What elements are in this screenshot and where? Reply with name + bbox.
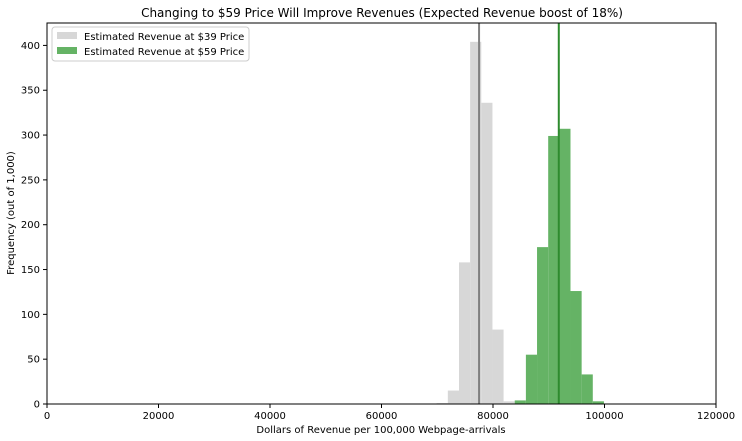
y-tick-label-6: 300 — [21, 131, 40, 142]
histogram-bar-series-1-bin-0 — [514, 400, 526, 404]
histogram-bar-series-0-bin-3 — [470, 41, 482, 404]
y-tick-label-0: 0 — [34, 400, 40, 411]
y-axis-title: Frequency (out of 1,000) — [6, 151, 17, 275]
legend-swatch-39 — [57, 32, 77, 39]
legend-frame — [51, 26, 250, 62]
histogram-bar-series-0-bin-6 — [503, 401, 515, 404]
histogram-bar-series-1-bin-5 — [570, 291, 582, 404]
histogram-bar-series-1-bin-1 — [525, 354, 538, 404]
x-tick-label-6: 120000 — [697, 411, 735, 422]
legend-label-59: Estimated Revenue at $59 Price — [84, 47, 244, 58]
x-tick-label-1: 20000 — [143, 411, 175, 422]
legend-label-39: Estimated Revenue at $39 Price — [84, 32, 244, 43]
x-tick-label-2: 40000 — [254, 411, 286, 422]
y-tick-label-5: 250 — [21, 175, 40, 186]
x-tick-label-3: 60000 — [366, 411, 398, 422]
histogram-bar-series-1-bin-3 — [548, 135, 560, 404]
mean-lines — [478, 23, 560, 404]
y-tick-label-4: 200 — [21, 220, 40, 231]
x-axis-title: Dollars of Revenue per 100,000 Webpage-a… — [256, 425, 505, 436]
x-tick-label-4: 80000 — [477, 411, 509, 422]
plot-area — [46, 22, 717, 405]
x-tick-label-0: 0 — [44, 411, 50, 422]
legend: Estimated Revenue at $39 Price Estimated… — [51, 26, 250, 62]
histogram-bars — [436, 41, 604, 404]
histogram-bar-series-1-bin-6 — [581, 374, 593, 404]
histogram-bar-series-1-bin-4 — [559, 128, 571, 404]
chart-title: Changing to $59 Price Will Improve Reven… — [141, 6, 623, 20]
histogram-bar-series-0-bin-1 — [447, 390, 459, 404]
histogram-bar-series-0-bin-4 — [481, 102, 493, 404]
histogram-bar-series-1-bin-7 — [592, 401, 604, 404]
y-tick-label-2: 100 — [21, 310, 40, 321]
y-tick-label-8: 400 — [21, 41, 40, 52]
x-tick-label-5: 100000 — [585, 411, 623, 422]
histogram-bar-series-0-bin-2 — [458, 262, 471, 404]
y-tick-label-7: 350 — [21, 86, 40, 97]
y-tick-label-1: 50 — [27, 355, 40, 366]
legend-swatch-59 — [57, 47, 77, 54]
histogram-bar-series-1-bin-2 — [537, 247, 549, 404]
histogram-bar-series-0-bin-5 — [492, 329, 504, 404]
y-axis: 0 50 100 150 200 250 300 350 400 — [21, 41, 47, 411]
x-axis: 0 20000 40000 60000 80000 100000 120000 — [44, 404, 735, 422]
y-tick-label-3: 150 — [21, 265, 40, 276]
